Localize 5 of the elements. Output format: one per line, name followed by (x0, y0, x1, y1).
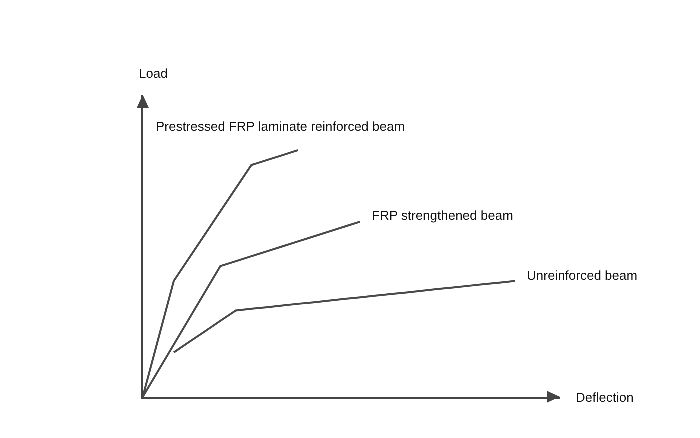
series-label: FRP strengthened beam (372, 208, 514, 223)
text: Load (139, 66, 168, 81)
legend-label: Prestressed FRP laminate reinforced beam (156, 119, 406, 134)
x-axis-title: Deflection (576, 390, 634, 405)
series-label: Unreinforced beam (527, 268, 638, 283)
